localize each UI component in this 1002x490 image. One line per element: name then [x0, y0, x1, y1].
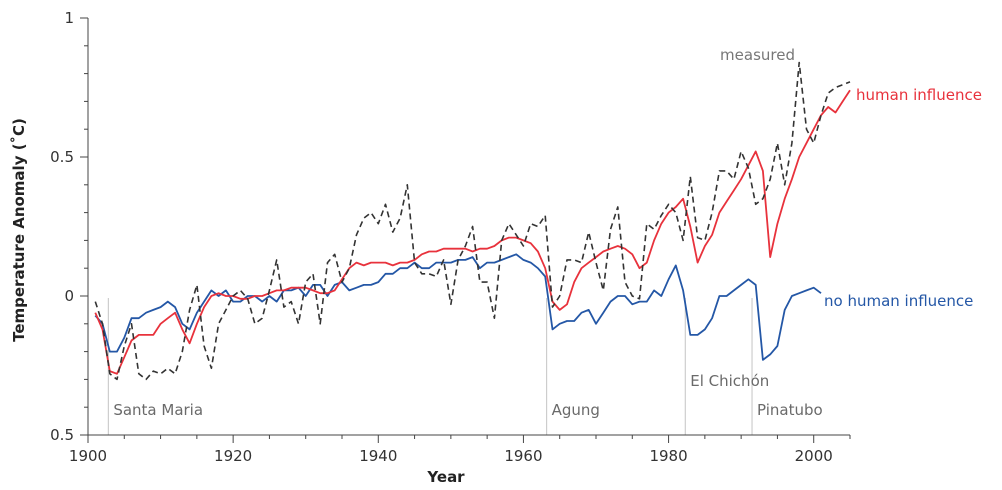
- eruption-markers: [107, 298, 753, 435]
- series-line-measured: [94, 61, 851, 381]
- y-tick-label: 0.5: [50, 148, 74, 166]
- eruption-label: El Chichón: [690, 372, 769, 390]
- x-axis-ticks: 1900 1920 1940 1960 1980 2000: [69, 435, 851, 465]
- series-label-no-human-influence: no human influence: [824, 292, 973, 310]
- x-tick-label: 1940: [359, 447, 397, 465]
- series-label-human-influence: human influence: [856, 86, 982, 104]
- series-line-human-influence: [94, 89, 851, 375]
- eruption-label: Pinatubo: [757, 401, 823, 419]
- x-tick-label: 1920: [214, 447, 252, 465]
- y-tick-label: 1: [64, 9, 74, 27]
- eruption-label: Santa Maria: [113, 401, 203, 419]
- chart-labels: Santa Maria Agung El Chichón Pinatubo measur…: [113, 46, 982, 419]
- y-axis-title: Temperature Anomaly (˚C): [10, 118, 28, 342]
- y-tick-label: 0.5: [50, 426, 74, 444]
- eruption-label: Agung: [552, 401, 600, 419]
- series-label-measured: measured: [720, 46, 795, 64]
- x-tick-label: 1980: [649, 447, 687, 465]
- x-tick-label: 2000: [795, 447, 833, 465]
- x-tick-label: 1960: [504, 447, 542, 465]
- x-tick-label: 1900: [69, 447, 107, 465]
- y-axis-ticks: 0.5 0 0.5 1: [50, 9, 88, 444]
- x-axis-title: Year: [426, 468, 465, 486]
- y-tick-label: 0: [64, 287, 74, 305]
- series-lines: [94, 61, 851, 381]
